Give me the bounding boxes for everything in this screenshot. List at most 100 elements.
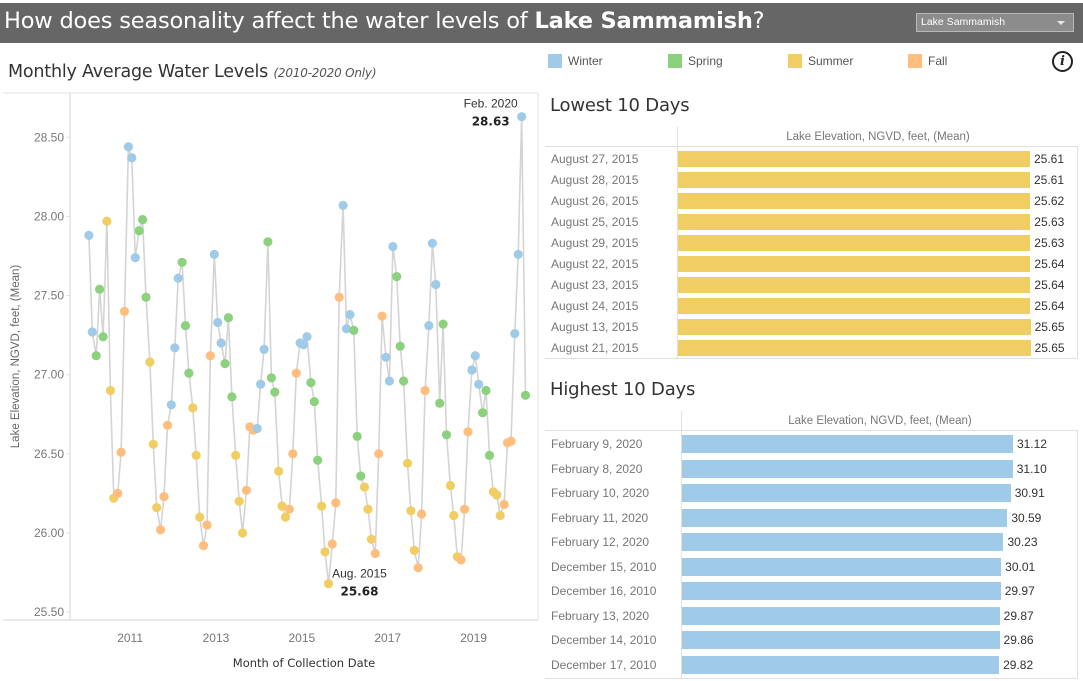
table-row[interactable]: December 17, 2010 29.82 (545, 653, 1078, 678)
data-point-fall[interactable] (463, 427, 473, 437)
data-point-summer[interactable] (320, 547, 330, 557)
data-point-winter[interactable] (130, 253, 140, 263)
data-point-winter[interactable] (209, 249, 219, 259)
data-point-spring[interactable] (481, 385, 491, 396)
legend-item-spring[interactable]: Spring (668, 53, 723, 69)
data-point-spring[interactable] (395, 341, 405, 351)
data-point-spring[interactable] (392, 272, 402, 282)
table-row[interactable]: February 13, 2020 29.87 (545, 604, 1078, 629)
data-point-summer[interactable] (274, 466, 284, 476)
table-row[interactable]: August 26, 2015 25.62 (545, 190, 1078, 211)
table-row[interactable]: December 15, 2010 30.01 (545, 555, 1078, 580)
data-point-winter[interactable] (123, 142, 133, 152)
data-point-spring[interactable] (184, 368, 194, 378)
data-point-spring[interactable] (138, 215, 148, 225)
data-point-fall[interactable] (327, 539, 337, 549)
table-row[interactable]: August 23, 2015 25.64 (545, 275, 1078, 296)
table-row[interactable]: February 9, 2020 31.12 (545, 432, 1078, 457)
data-point-spring[interactable] (399, 376, 409, 386)
data-point-fall[interactable] (198, 541, 209, 551)
data-point-fall[interactable] (284, 504, 294, 514)
data-point-spring[interactable] (309, 397, 319, 407)
data-point-spring[interactable] (478, 408, 488, 418)
data-point-summer[interactable] (445, 480, 455, 491)
data-point-summer[interactable] (234, 496, 244, 506)
data-point-winter[interactable] (216, 338, 226, 348)
data-point-winter[interactable] (431, 279, 441, 290)
data-point-winter[interactable] (474, 379, 484, 389)
table-row[interactable]: February 11, 2020 30.59 (545, 506, 1078, 531)
data-point-summer[interactable] (145, 357, 155, 367)
table-row[interactable]: August 29, 2015 25.63 (545, 232, 1078, 253)
table-row[interactable]: December 14, 2010 29.86 (545, 628, 1078, 653)
data-point-fall[interactable] (377, 311, 387, 321)
data-point-spring[interactable] (180, 321, 191, 331)
data-point-spring[interactable] (356, 471, 366, 481)
table-row[interactable]: August 24, 2015 25.64 (545, 296, 1078, 317)
data-point-winter[interactable] (173, 273, 183, 283)
data-point-fall[interactable] (374, 449, 384, 459)
data-point-spring[interactable] (220, 359, 230, 369)
data-point-summer[interactable] (105, 385, 115, 396)
data-point-fall[interactable] (291, 368, 301, 378)
data-point-fall[interactable] (456, 555, 466, 565)
data-point-fall[interactable] (331, 498, 341, 508)
data-point-spring[interactable] (352, 431, 362, 441)
data-point-winter[interactable] (388, 241, 398, 252)
data-point-summer[interactable] (409, 545, 419, 555)
data-point-winter[interactable] (338, 200, 348, 210)
data-point-winter[interactable] (470, 351, 480, 361)
data-point-spring[interactable] (306, 378, 316, 388)
data-point-winter[interactable] (170, 343, 180, 353)
data-point-spring[interactable] (263, 237, 273, 247)
data-point-fall[interactable] (116, 447, 126, 457)
data-point-winter[interactable] (427, 238, 437, 248)
data-point-summer[interactable] (238, 528, 248, 538)
data-point-spring[interactable] (141, 292, 151, 302)
data-point-spring[interactable] (177, 257, 187, 267)
data-point-spring[interactable] (91, 351, 101, 361)
table-row[interactable]: August 27, 2015 25.61 (545, 148, 1078, 169)
table-row[interactable]: February 12, 2020 30.23 (545, 530, 1078, 555)
data-point-summer[interactable] (449, 510, 459, 521)
data-point-summer[interactable] (402, 458, 413, 468)
data-point-summer[interactable] (317, 501, 327, 511)
data-point-fall[interactable] (119, 306, 130, 316)
table-row[interactable]: December 16, 2010 29.97 (545, 579, 1078, 604)
data-point-winter[interactable] (256, 379, 266, 389)
data-point-summer[interactable] (406, 506, 416, 516)
data-point-winter[interactable] (513, 249, 523, 259)
data-point-summer[interactable] (323, 579, 334, 589)
data-point-fall[interactable] (205, 351, 215, 361)
data-point-spring[interactable] (227, 392, 237, 402)
data-point-summer[interactable] (152, 503, 162, 513)
data-point-fall[interactable] (162, 420, 173, 430)
data-point-winter[interactable] (467, 365, 477, 375)
data-point-winter[interactable] (381, 352, 391, 362)
data-point-summer[interactable] (231, 450, 241, 460)
data-point-winter[interactable] (166, 400, 176, 410)
data-point-fall[interactable] (202, 520, 212, 530)
legend-item-summer[interactable]: Summer (788, 53, 853, 69)
legend-item-winter[interactable]: Winter (548, 53, 603, 69)
data-point-winter[interactable] (259, 344, 269, 354)
data-point-winter[interactable] (384, 376, 394, 386)
data-point-summer[interactable] (495, 510, 505, 521)
lake-select-dropdown[interactable]: Lake Sammamish (916, 13, 1074, 32)
table-row[interactable]: August 21, 2015 25.65 (545, 338, 1078, 359)
data-point-winter[interactable] (424, 321, 434, 331)
legend-item-fall[interactable]: Fall (908, 53, 947, 69)
data-point-fall[interactable] (460, 504, 470, 514)
data-point-winter[interactable] (299, 340, 309, 350)
data-point-fall[interactable] (241, 485, 252, 495)
data-point-spring[interactable] (98, 332, 108, 342)
data-point-winter[interactable] (517, 112, 527, 122)
data-point-spring[interactable] (266, 373, 276, 383)
data-point-summer[interactable] (195, 512, 205, 522)
data-point-winter[interactable] (341, 324, 352, 334)
data-point-summer[interactable] (359, 482, 370, 492)
data-point-spring[interactable] (270, 387, 280, 397)
table-row[interactable]: August 13, 2015 25.65 (545, 317, 1078, 338)
data-point-fall[interactable] (334, 292, 344, 302)
info-icon[interactable]: i (1052, 51, 1073, 72)
